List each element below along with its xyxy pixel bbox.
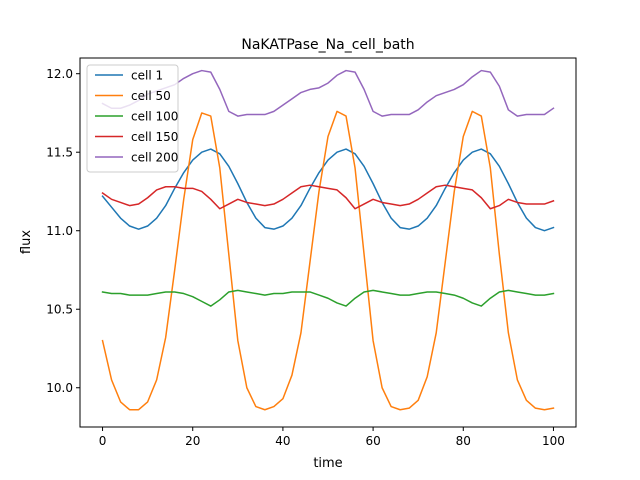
- x-axis-label: time: [313, 456, 342, 471]
- legend-label-1: cell 50: [131, 89, 171, 103]
- x-tick-label: 40: [275, 434, 290, 448]
- y-tick-label: 10.0: [46, 381, 73, 395]
- legend-label-3: cell 150: [131, 130, 178, 144]
- y-axis-label: flux: [19, 230, 34, 254]
- y-tick-label: 11.5: [46, 146, 73, 160]
- y-tick-label: 11.0: [46, 224, 73, 238]
- legend: cell 1 cell 50 cell 100 cell 150 cell 200: [86, 64, 179, 173]
- legend-frame: [86, 64, 179, 173]
- x-tick-label: 80: [456, 434, 471, 448]
- x-axis-ticks: 0 20 40 60 80 100: [99, 427, 565, 448]
- x-tick-label: 100: [542, 434, 565, 448]
- axes-frame: [79, 57, 577, 428]
- legend-label-0: cell 1: [131, 69, 163, 83]
- chart-title: NaKATPase_Na_cell_bath: [241, 37, 414, 53]
- series-line-2: [101, 289, 555, 307]
- series-layer: [101, 69, 555, 411]
- series-line-3: [101, 184, 555, 210]
- series-line-1: [101, 110, 555, 411]
- legend-label-4: cell 200: [131, 151, 178, 165]
- y-axis-ticks: 10.0 10.5 11.0 11.5 12.0: [46, 67, 80, 395]
- y-tick-label: 10.5: [46, 303, 73, 317]
- legend-label-2: cell 100: [131, 110, 178, 124]
- legend-items: cell 1 cell 50 cell 100 cell 150 cell 200: [95, 69, 178, 165]
- series-line-0: [101, 148, 555, 232]
- x-tick-label: 20: [185, 434, 200, 448]
- x-tick-label: 60: [365, 434, 380, 448]
- plot-area: [79, 57, 577, 428]
- x-tick-label: 0: [99, 434, 107, 448]
- y-tick-label: 12.0: [46, 67, 73, 81]
